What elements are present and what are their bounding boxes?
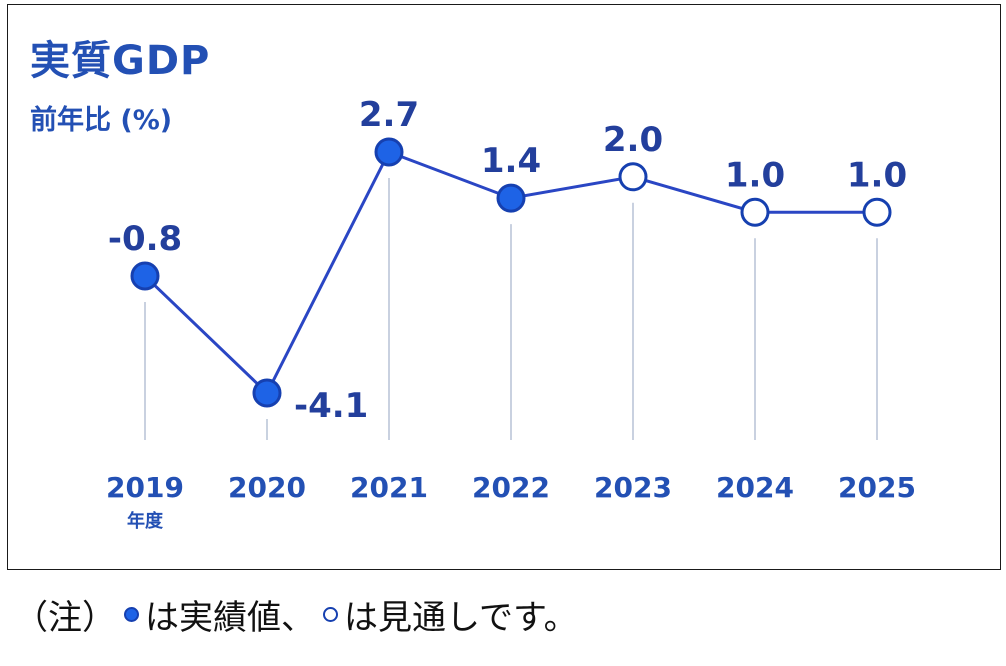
note-forecast-text: は見通しです。 xyxy=(344,598,578,638)
value-label-2023: 2.0 xyxy=(603,120,663,160)
value-label-2021: 2.7 xyxy=(359,95,419,135)
open-circle-icon xyxy=(323,607,338,622)
value-label-2019: -0.8 xyxy=(108,219,182,259)
year-label-2023: 2023 xyxy=(594,471,672,504)
actual-point-2019 xyxy=(130,261,160,291)
actual-point-2020 xyxy=(252,378,282,408)
year-label-2025: 2025 xyxy=(838,471,916,504)
footnote: （注） は実績値、 は見通しです。 xyxy=(14,590,578,639)
chart-title: 実質GDP xyxy=(30,38,211,84)
year-label-2020: 2020 xyxy=(228,471,306,504)
note-prefix: （注） xyxy=(14,598,116,638)
filled-circle-icon xyxy=(124,607,139,622)
value-label-2022: 1.4 xyxy=(481,141,541,181)
note-actual-text: は実績値、 xyxy=(145,598,315,638)
chart-subtitle: 前年比 (%) xyxy=(30,105,173,136)
forecast-point-2023 xyxy=(618,162,648,192)
chart-frame xyxy=(7,4,1001,570)
year-label-2024: 2024 xyxy=(716,471,794,504)
value-labels: -0.8 -4.1 2.7 1.4 2.0 1.0 1.0 xyxy=(108,95,907,426)
actual-point-2021 xyxy=(374,137,404,167)
year-label-2019: 2019 xyxy=(106,471,184,504)
drop-lines xyxy=(144,178,878,440)
value-label-2024: 1.0 xyxy=(725,155,785,195)
unit-label: 年度 xyxy=(127,510,164,532)
actual-point-2022 xyxy=(496,183,526,213)
value-label-2025: 1.0 xyxy=(847,155,907,195)
year-label-2022: 2022 xyxy=(472,471,550,504)
value-label-2020: -4.1 xyxy=(294,386,368,426)
year-labels: 2019 2020 2021 2022 2023 2024 2025 xyxy=(106,471,916,504)
year-label-2021: 2021 xyxy=(350,471,428,504)
forecast-point-2024 xyxy=(740,197,770,227)
markers xyxy=(130,137,892,408)
forecast-point-2025 xyxy=(862,197,892,227)
